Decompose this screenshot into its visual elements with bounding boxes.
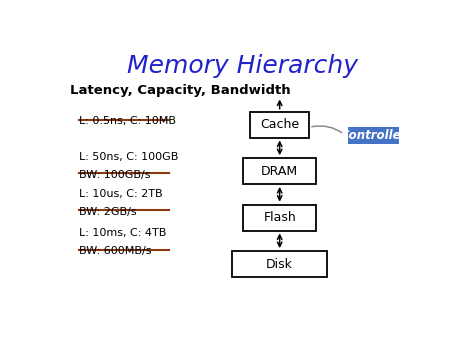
Text: BW: 600MB/s: BW: 600MB/s [80,246,152,256]
Bar [243,158,316,184]
Text: BW: 2GB/s: BW: 2GB/s [80,207,137,217]
Text: Cache: Cache [260,118,299,131]
Text: Controller: Controller [340,129,407,142]
Text: L: 50ns, C: 100GB: L: 50ns, C: 100GB [80,152,179,162]
Text: Flash: Flash [263,211,296,224]
Text: DRAM: DRAM [261,165,298,178]
Text: L: 10us, C: 2TB: L: 10us, C: 2TB [80,189,163,199]
Text: L: 10ms, C: 4TB: L: 10ms, C: 4TB [80,229,167,239]
Bar [250,111,309,138]
Text: BW: 100GB/s: BW: 100GB/s [80,170,151,180]
Text: Latency, Capacity, Bandwidth: Latency, Capacity, Bandwidth [70,84,291,97]
Bar [347,127,399,144]
Bar [232,251,328,277]
Text: L: 0.5ns, C: 10MB: L: 0.5ns, C: 10MB [80,116,176,126]
Bar [243,204,316,230]
Text: Disk: Disk [266,257,293,271]
Text: Memory Hierarchy: Memory Hierarchy [128,54,358,77]
